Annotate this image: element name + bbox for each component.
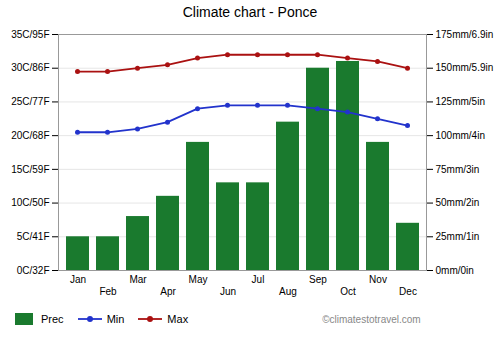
- html-text:Prec: Prec: [41, 313, 64, 325]
- svg-text:0C/32F: 0C/32F: [17, 265, 50, 276]
- svg-text:30C/86F: 30C/86F: [11, 62, 49, 73]
- html-text:Climate chart - Ponce: Climate chart - Ponce: [182, 4, 318, 20]
- svg-text:5C/41F: 5C/41F: [17, 231, 50, 242]
- svg-text:0mm/0in: 0mm/0in: [436, 265, 474, 276]
- svg-text:Dec: Dec: [399, 286, 417, 297]
- svg-text:35C/95F: 35C/95F: [11, 29, 49, 40]
- svg-text:20C/68F: 20C/68F: [11, 130, 49, 141]
- svg-text:50mm/2in: 50mm/2in: [436, 197, 480, 208]
- svg-text:25mm/1in: 25mm/1in: [436, 231, 480, 242]
- svg-text:25C/77F: 25C/77F: [11, 96, 49, 107]
- html-text:Min: Min: [106, 313, 125, 325]
- svg-text:175mm/6.9in: 175mm/6.9in: [436, 29, 494, 40]
- svg-text:150mm/5.9in: 150mm/5.9in: [436, 62, 494, 73]
- svg-text:Oct: Oct: [340, 286, 356, 297]
- svg-text:Aug: Aug: [279, 286, 297, 297]
- svg-text:Feb: Feb: [99, 286, 117, 297]
- svg-text:15C/59F: 15C/59F: [11, 164, 49, 175]
- svg-text:Jan: Jan: [70, 274, 86, 285]
- svg-text:Apr: Apr: [160, 286, 176, 297]
- svg-text:10C/50F: 10C/50F: [11, 197, 49, 208]
- svg-text:100mm/4in: 100mm/4in: [436, 130, 485, 141]
- svg-text:Jul: Jul: [252, 274, 265, 285]
- svg-text:75mm/3in: 75mm/3in: [436, 164, 480, 175]
- svg-text:125mm/5in: 125mm/5in: [436, 96, 485, 107]
- svg-text:May: May: [189, 274, 208, 285]
- svg-text:Mar: Mar: [129, 274, 147, 285]
- svg-text:Sep: Sep: [309, 274, 327, 285]
- html-text:Max: Max: [167, 313, 189, 325]
- svg-text:Nov: Nov: [369, 274, 387, 285]
- svg-text:Jun: Jun: [220, 286, 236, 297]
- html-text:©climatestotravel.com: ©climatestotravel.com: [322, 313, 421, 325]
